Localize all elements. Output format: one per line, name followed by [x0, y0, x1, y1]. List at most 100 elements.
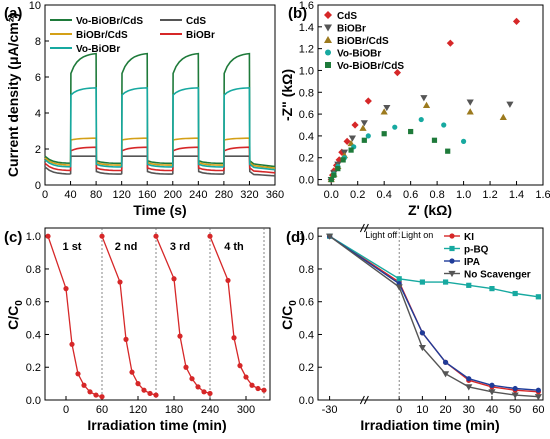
panel-c-point — [225, 277, 231, 284]
panel-d-point — [396, 276, 402, 282]
panel-c-ytick-label: 0.0 — [26, 395, 41, 407]
panel-a-xtick-label: 320 — [240, 189, 258, 201]
panel-d-ylabel: C/C0 — [279, 300, 299, 330]
panel-b-ylabel: -Z" (kΩ) — [279, 69, 295, 121]
panel-d-point — [419, 330, 425, 336]
panel-b-point — [335, 166, 341, 172]
panel-c-point — [63, 286, 69, 292]
panel-a-legend-label: Vo-BiOBr/CdS — [76, 16, 143, 27]
panel-d-point — [511, 392, 519, 399]
panel-d-xlabel: Irradiation time (min) — [360, 417, 499, 433]
panel-d-point — [465, 384, 473, 391]
panel-c-cycle-line — [155, 235, 211, 395]
panel-b-point — [331, 172, 337, 178]
panel-b-point — [381, 131, 387, 137]
panel-d-ytick-label: 0.4 — [299, 329, 314, 341]
panel-b-xtick-label: 1.4 — [509, 189, 524, 201]
panel-b-legend-label: BiOBr — [337, 24, 366, 35]
panel-d-axis-break — [359, 395, 365, 405]
panel-c-ytick-label: 0.2 — [26, 362, 41, 374]
panel-d-axis-break — [359, 223, 365, 233]
panel-c-point — [153, 233, 159, 239]
panel-a-series-line — [44, 52, 276, 168]
panel-c-ylabel: C/C0 — [5, 300, 25, 330]
panel-a-series-line — [44, 146, 276, 174]
panel-b-point — [408, 128, 414, 135]
panel-c-xtick-label: 240 — [201, 404, 219, 416]
panel-c-cycle-label: 4 th — [224, 241, 244, 253]
panel-b-legend-label: Vo-BiOBr/CdS — [337, 61, 404, 72]
panel-d-point — [466, 282, 472, 288]
panel-b-legend-label: Vo-BiOBr — [337, 49, 381, 60]
panel-b-legend-label: CdS — [337, 11, 357, 22]
panel-c-xtick-label: 300 — [237, 404, 255, 416]
panel-c-chart: (c) 0 60 120 180 240 300 0.0 0.2 0.4 0.6 0.8 1.0 1 … — [4, 227, 271, 433]
panel-c-point — [141, 387, 147, 393]
panel-b-frame — [317, 4, 544, 186]
panel-c-ytick-label: 1.0 — [26, 231, 41, 243]
panel-b-point — [340, 157, 346, 163]
panel-b-point — [361, 137, 367, 143]
panel-d-light-on-label: Light on — [401, 230, 433, 240]
panel-b-point — [393, 69, 402, 77]
panel-b-point — [460, 138, 467, 144]
panel-b-point — [383, 104, 391, 112]
panel-d-xtick-label: -30 — [322, 404, 338, 416]
panel-a-series-line — [44, 137, 276, 169]
panel-d-point — [466, 376, 472, 382]
panel-b-ytick-label: 0.0 — [299, 175, 314, 187]
panel-c-point — [231, 335, 237, 341]
panel-d-xtick-label: 30 — [463, 404, 475, 416]
panel-b-point — [343, 137, 351, 145]
panel-c-cycle-label: 2 nd — [115, 241, 138, 253]
panel-c-cycle-label: 1 st — [63, 241, 82, 253]
panel-b-point — [506, 101, 514, 108]
panel-d-legend-marker — [448, 270, 456, 278]
panel-d-point — [489, 382, 495, 388]
panel-a-ytick-label: 4 — [35, 108, 41, 120]
panel-b-xtick-label: 0.6 — [403, 189, 418, 201]
panel-b-xtick-label: 1.6 — [535, 189, 550, 201]
panel-a-xtick-label: 160 — [138, 189, 156, 201]
panel-b-ytick-label: 0.8 — [299, 87, 314, 99]
panel-b-xtick-label: 0.4 — [377, 189, 392, 201]
panel-a-xlabel: Time (s) — [133, 202, 186, 218]
panel-a-ytick-label: 10 — [29, 0, 41, 12]
panel-a-xtick-label: 40 — [64, 189, 76, 201]
panel-c-point — [117, 279, 123, 285]
panel-b-xtick-label: 1.2 — [482, 189, 497, 201]
panel-d-legend-label: No Scavenger — [464, 270, 531, 281]
panel-b-point — [466, 108, 474, 115]
panel-c-cycle-line — [101, 235, 157, 396]
panel-a-ylabel: Current density (μA/cm²) — [5, 13, 21, 177]
panel-c-point — [249, 382, 255, 388]
panel-d-xtick-label: 50 — [509, 404, 521, 416]
panel-a-frame — [44, 4, 276, 186]
panel-c-point — [189, 376, 195, 382]
panel-d-series-line — [329, 235, 539, 298]
panel-a-series-line — [44, 86, 276, 171]
panel-a-ytick-label: 0 — [35, 180, 41, 192]
panel-d-point — [534, 394, 542, 401]
panel-c-point — [183, 364, 189, 370]
panel-d-point — [418, 344, 426, 352]
panel-c-point — [123, 336, 129, 342]
panel-c-point — [99, 394, 105, 400]
panel-b-xtick-label: 0.0 — [324, 189, 339, 201]
panel-d-legend-label: p-BQ — [464, 245, 489, 256]
panel-b-point — [420, 95, 428, 102]
panel-c-xlabel: Irradiation time (min) — [87, 417, 226, 433]
panel-d-xtick-label: 10 — [416, 404, 428, 416]
panel-c-ytick-label: 0.6 — [26, 297, 41, 309]
panel-a-chart: (a) 0 40 80 120 160 200 240 280 320 360 0 2 4 6 8 10 Vo… — [4, 0, 284, 218]
panel-b-point — [351, 121, 359, 129]
panel-a-legend-label: BiOBr/CdS — [76, 30, 128, 41]
panel-c-point — [81, 382, 87, 388]
panel-d-point — [535, 294, 541, 300]
panel-b-point — [466, 99, 474, 106]
panel-b-legend-marker — [325, 62, 331, 68]
panel-c-xtick-label: 0 — [63, 404, 69, 416]
panel-d-ytick-label: 0.0 — [299, 395, 314, 407]
panel-b-chart: (b) 0.0 0.2 0.4 0.6 0.8 1.0 1.2 1.4 1.6 0.0 0.2 0.4… — [279, 0, 550, 218]
panel-c-point — [243, 374, 249, 380]
